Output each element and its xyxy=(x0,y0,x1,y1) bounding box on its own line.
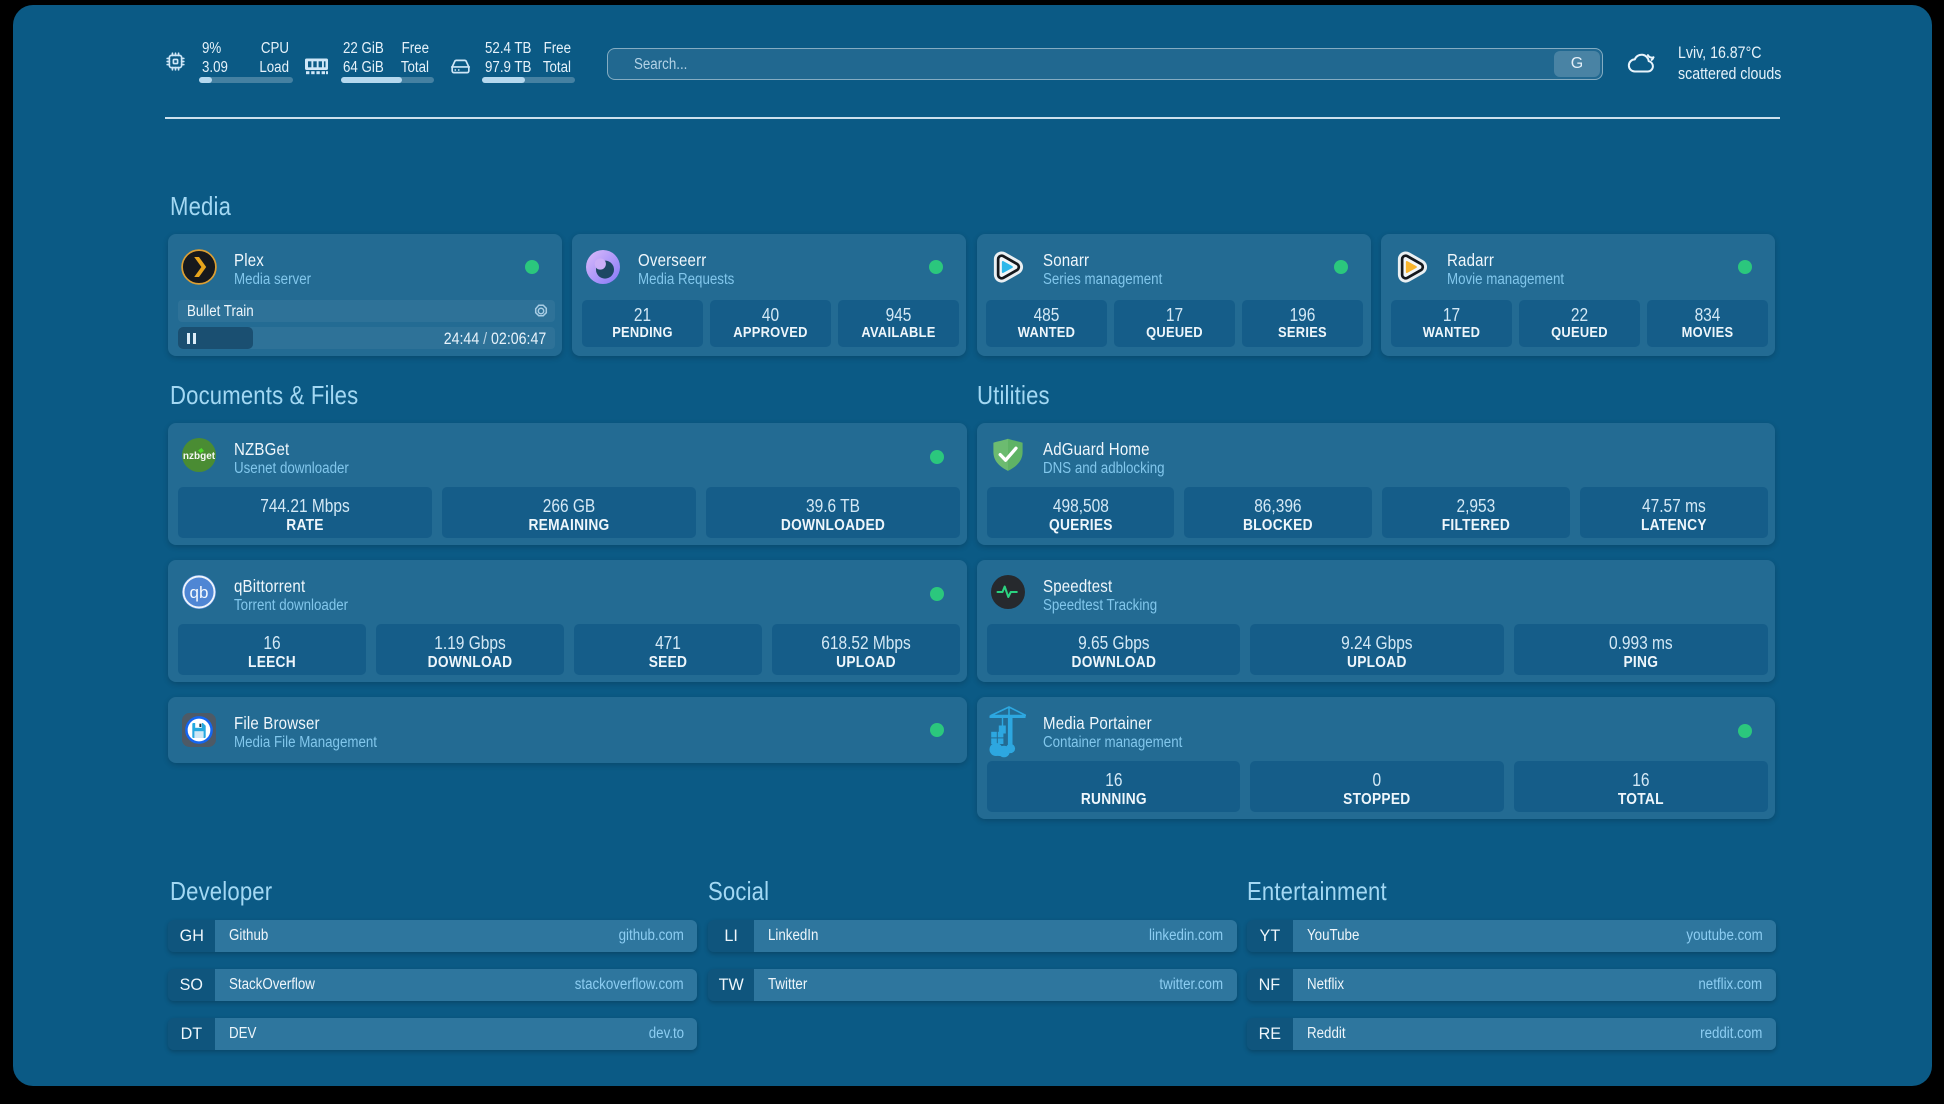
svg-text:qb: qb xyxy=(190,583,209,602)
svg-text:nzbget: nzbget xyxy=(183,451,216,462)
